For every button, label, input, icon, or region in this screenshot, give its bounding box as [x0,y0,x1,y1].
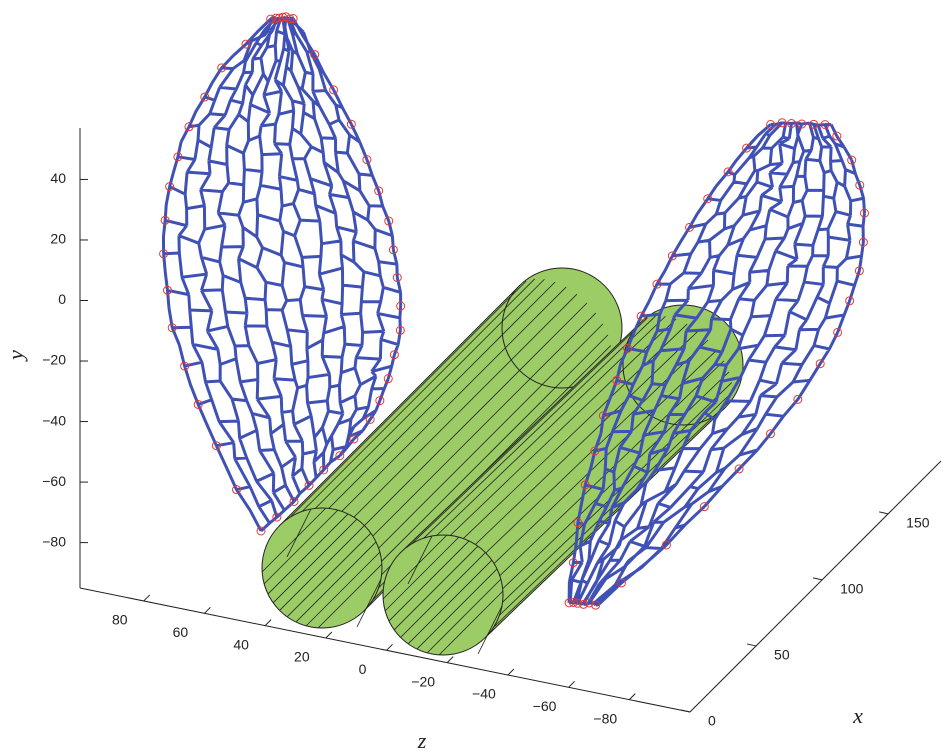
x-tick-label: 150 [906,515,930,531]
x-tick-label: 100 [840,581,864,597]
x-tick [813,578,822,580]
z-tick [265,620,271,626]
y-tick-label: −60 [42,473,66,489]
x-tick-label: 50 [774,647,790,663]
z-tick-label: −80 [593,710,617,726]
y-tick-label: 40 [50,170,66,186]
z-tick-label: 20 [294,649,310,665]
z-tick [569,681,575,687]
x-tick [681,710,690,712]
z-tick-label: −20 [411,673,435,689]
z-tick-label: 80 [112,612,128,628]
z-tick [204,607,210,613]
y-tick-label: −20 [42,352,66,368]
z-tick-label: 0 [359,661,367,677]
x-axis-line [690,461,941,712]
z-tick [387,644,393,650]
z-tick-label: −60 [533,698,557,714]
z-tick [629,694,635,700]
y-tick-label: −80 [42,533,66,549]
z-tick-label: −40 [472,686,496,702]
x-tick-label: 0 [708,713,716,729]
x-tick [879,512,888,514]
chart: −80 −60 −40 −20 0 20 40 80 60 40 20 0 −20 −40 −60 −80 0 5… [0,0,947,755]
y-tick-label: 20 [50,231,66,247]
y-tick-label: 0 [58,291,66,307]
z-axis-label: z [417,728,427,753]
z-tick-label: 60 [173,624,189,640]
y-axis-label: y [3,350,28,362]
z-tick [326,632,332,638]
x-tick [747,644,756,646]
z-tick [144,595,150,601]
y-tick-label: −40 [42,412,66,428]
z-tick [447,657,453,663]
x-axis-label: x [852,703,863,728]
z-tick-label: 40 [233,636,249,652]
z-tick [508,669,514,675]
